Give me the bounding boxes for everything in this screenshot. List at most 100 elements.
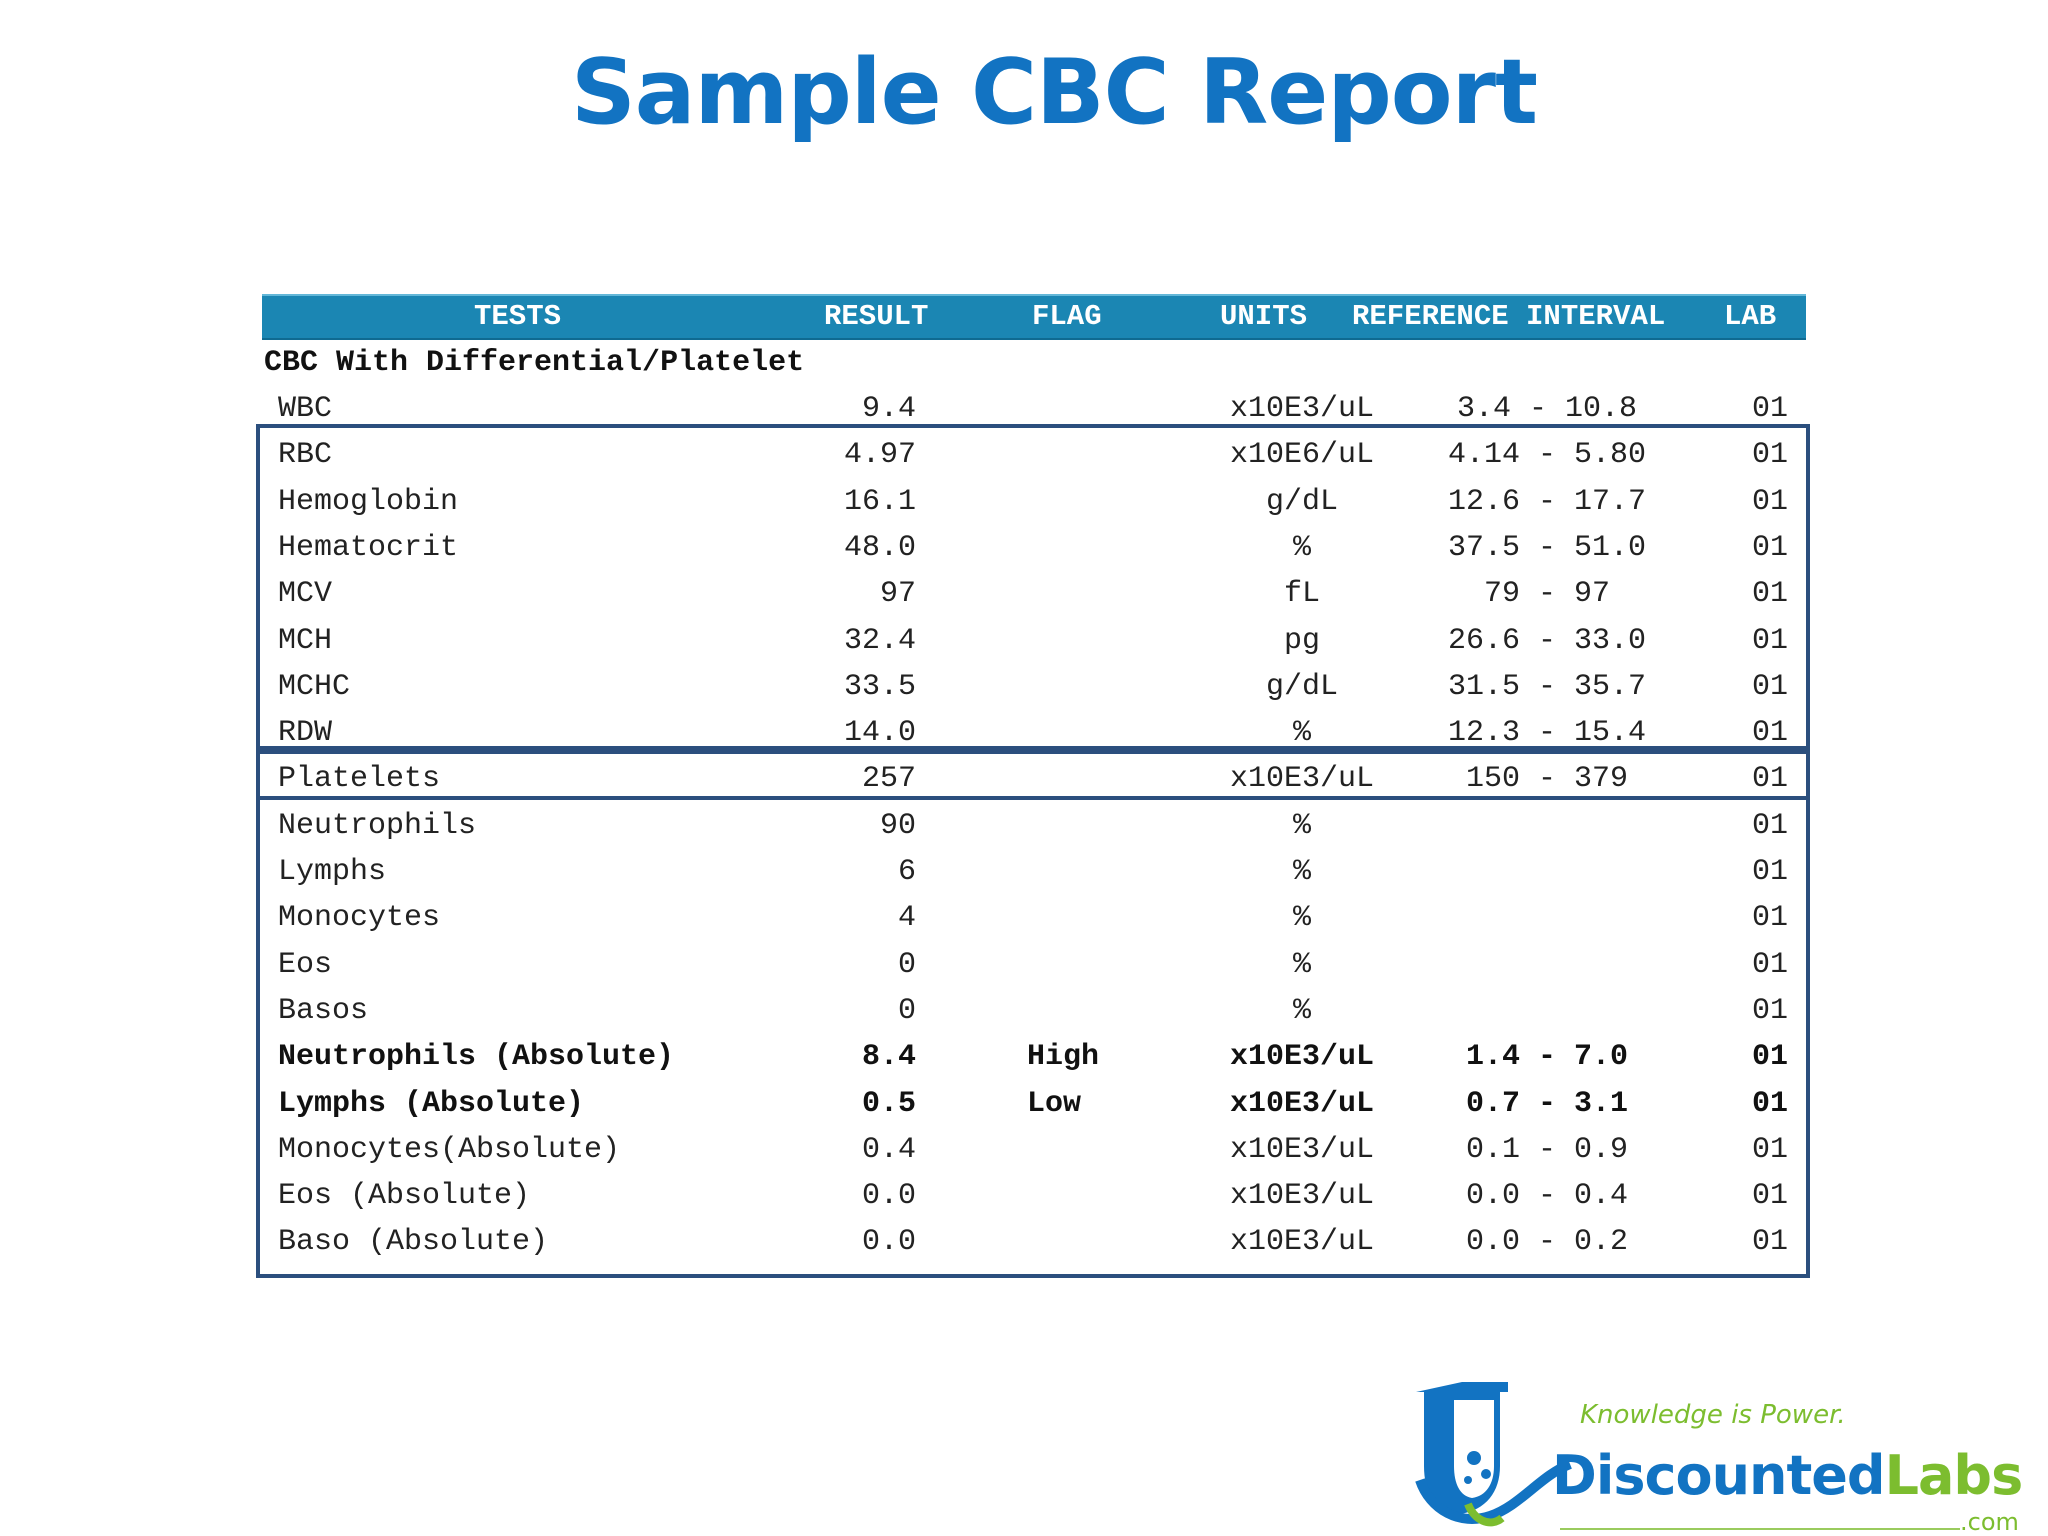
cell-test: Neutrophils (Absolute) xyxy=(278,1040,675,1075)
flask-logo-icon xyxy=(1415,1382,1573,1527)
cell-ref: 3.4 - 10.8 xyxy=(1456,392,1638,426)
cell-ref: 12.3 - 15.4 xyxy=(1447,716,1647,751)
cell-test: Hemoglobin xyxy=(278,484,459,519)
table-row: Eos (Absolute) 0.0 x10E3/uL 0.0 - 0.4 01 xyxy=(262,1173,1806,1219)
logo-name-part2: Labs xyxy=(1884,1444,2024,1507)
table-row: Basos 0% 01 xyxy=(262,988,1806,1034)
page-title: Sample CBC Report xyxy=(570,40,1538,145)
table-row: Baso (Absolute) 0.0 x10E3/uL 0.0 - 0.2 01 xyxy=(262,1219,1806,1265)
table-row: MCH 32.4 pg 26.6 - 33.0 01 xyxy=(262,618,1806,664)
cbc-report-table: TESTS RESULT FLAG UNITS REFERENCE INTERV… xyxy=(256,294,1810,1284)
table-row: Hemoglobin 16.1 g/dL 12.6 - 17.7 01 xyxy=(262,479,1806,525)
cell-flag: Low xyxy=(1027,1086,1082,1121)
cell-lab: 01 xyxy=(1752,762,1789,797)
cell-units: % xyxy=(1292,993,1311,1028)
cell-ref: 26.6 - 33.0 xyxy=(1447,623,1647,658)
cell-units: g/dL xyxy=(1265,669,1338,704)
cell-lab: 01 xyxy=(1752,993,1789,1028)
cell-units: x10E3/uL xyxy=(1229,1179,1375,1214)
cell-test: RBC xyxy=(278,438,333,473)
cell-ref: 0.0 - 0.2 xyxy=(1465,1225,1629,1260)
cell-result: 4 xyxy=(897,901,916,936)
table-row: Monocytes(Absolute) 0.4 x10E3/uL 0.1 - 0.9 0… xyxy=(262,1127,1806,1173)
cell-units: g/dL xyxy=(1265,484,1338,519)
cell-result: 90 xyxy=(879,808,916,843)
table-row: RBC 4.97 x10E6/uL 4.14 - 5.80 01 xyxy=(262,432,1806,478)
table-row: RDW 14.0% 12.3 - 15.4 01 xyxy=(262,710,1806,756)
table-row: MCV 97 fL 79 - 97 01 xyxy=(262,571,1806,617)
logo-name-part1: Discounted xyxy=(1552,1444,1886,1507)
cell-lab: 01 xyxy=(1752,623,1789,658)
cell-result: 4.97 xyxy=(843,438,916,473)
cell-result: 97 xyxy=(879,577,916,612)
table-row: MCHC 33.5 g/dL 31.5 - 35.7 01 xyxy=(262,664,1806,710)
cell-test: Neutrophils xyxy=(278,808,477,843)
cell-lab: 01 xyxy=(1752,947,1789,982)
cell-test: Baso (Absolute) xyxy=(278,1225,549,1260)
cell-test: Hematocrit xyxy=(278,530,459,565)
cell-flag: High xyxy=(1027,1040,1100,1075)
cell-test: Monocytes(Absolute) xyxy=(278,1132,621,1167)
cell-lab: 01 xyxy=(1752,808,1789,843)
cell-result: 0.0 xyxy=(861,1179,916,1214)
cell-result: 33.5 xyxy=(843,669,916,704)
cell-test: MCV xyxy=(278,577,333,612)
logo-underline xyxy=(1560,1528,1960,1530)
cell-lab: 01 xyxy=(1752,716,1789,751)
discountedlabs-logo: Knowledge is Power. DiscountedLabs .com xyxy=(1410,1370,2023,1536)
cell-lab: 01 xyxy=(1752,577,1789,612)
cell-lab: 01 xyxy=(1752,1086,1789,1121)
table-header: TESTS RESULT FLAG UNITS REFERENCE INTERV… xyxy=(262,294,1806,340)
cell-ref: 31.5 - 35.7 xyxy=(1447,669,1647,704)
differential-box xyxy=(256,796,1810,1278)
cell-ref: 150 - 379 xyxy=(1465,762,1629,797)
header-tests: TESTS xyxy=(474,300,562,333)
cell-test: Lymphs (Absolute) xyxy=(278,1086,585,1121)
cell-lab: 01 xyxy=(1752,530,1789,565)
cell-units: x10E3/uL xyxy=(1229,762,1375,797)
cell-result: 0.5 xyxy=(861,1086,916,1121)
cell-test: WBC xyxy=(278,392,333,426)
cell-ref: 0.1 - 0.9 xyxy=(1465,1132,1629,1167)
header-flag: FLAG xyxy=(1032,300,1102,333)
cell-test: Basos xyxy=(278,993,369,1028)
cell-result: 48.0 xyxy=(843,530,916,565)
cell-test: Lymphs xyxy=(278,855,387,889)
table-row: Neutrophils (Absolute) 8.4 High x10E3/uL 1.4… xyxy=(262,1034,1806,1080)
cell-test: Platelets xyxy=(278,762,441,797)
cell-lab: 01 xyxy=(1752,484,1789,519)
cell-result: 0 xyxy=(897,993,916,1028)
cell-units: pg xyxy=(1283,623,1320,658)
section-title: CBC With Differential/Platelet xyxy=(264,346,805,380)
cell-units: x10E3/uL xyxy=(1229,1132,1375,1167)
cell-test: MCH xyxy=(278,623,333,658)
cell-test: RDW xyxy=(278,716,333,751)
header-reference-interval: REFERENCE INTERVAL xyxy=(1352,300,1666,333)
cell-result: 32.4 xyxy=(843,623,916,658)
cell-lab: 01 xyxy=(1752,1132,1789,1167)
table-row: WBC 9.4 x10E3/uL 3.4 - 10.8 01 xyxy=(262,386,1806,432)
cell-units: % xyxy=(1292,855,1311,889)
cell-result: 0.0 xyxy=(861,1225,916,1260)
logo-tagline: Knowledge is Power. xyxy=(1580,1400,1846,1430)
cell-test: Eos (Absolute) xyxy=(278,1179,531,1214)
cell-units: x10E3/uL xyxy=(1229,392,1375,426)
cell-lab: 01 xyxy=(1752,392,1789,426)
cell-units: % xyxy=(1292,808,1311,843)
cell-lab: 01 xyxy=(1752,438,1789,473)
cell-result: 0.4 xyxy=(861,1132,916,1167)
cell-lab: 01 xyxy=(1752,855,1789,889)
cell-test: MCHC xyxy=(278,669,351,704)
cell-lab: 01 xyxy=(1752,1179,1789,1214)
cell-units: % xyxy=(1292,716,1311,751)
cell-lab: 01 xyxy=(1752,669,1789,704)
table-row: Lymphs (Absolute) 0.5 Low x10E3/uL 0.7 - 3.1… xyxy=(262,1081,1806,1127)
cell-ref: 12.6 - 17.7 xyxy=(1447,484,1647,519)
cell-test: Eos xyxy=(278,947,333,982)
cell-units: % xyxy=(1292,530,1311,565)
cell-ref: 0.0 - 0.4 xyxy=(1465,1179,1629,1214)
cell-units: x10E3/uL xyxy=(1229,1040,1375,1075)
cell-result: 6 xyxy=(897,855,916,889)
header-units: UNITS xyxy=(1220,300,1308,333)
rbc-indices-box xyxy=(256,424,1810,750)
